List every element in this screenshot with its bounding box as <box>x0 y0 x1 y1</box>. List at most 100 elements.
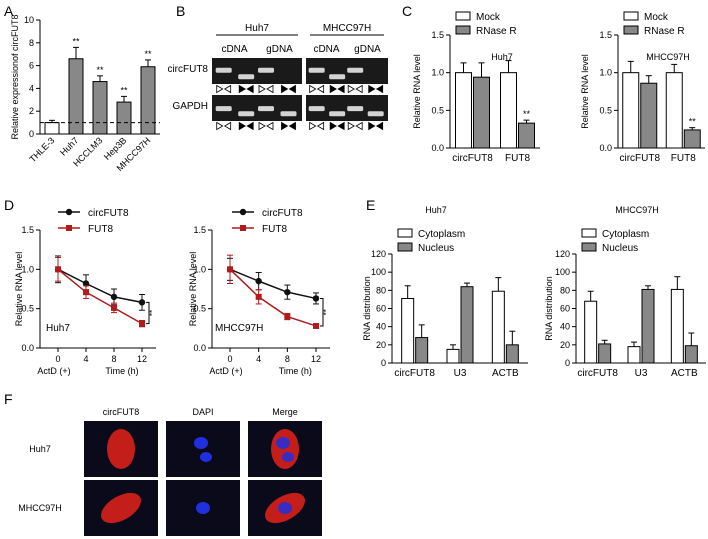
bar <box>460 286 474 364</box>
data-point <box>284 313 291 320</box>
data-point <box>138 299 146 306</box>
y-tick-label: 80 <box>560 285 570 295</box>
x-tick-label: 0 <box>227 354 232 364</box>
gel-panel: Huh7 cDNA gDNA MHCC97H cDNA gDNA circFUT8 GAPDH <box>167 23 388 131</box>
legend-marker <box>240 225 246 231</box>
chart-subtitle: MHCC97H <box>646 52 690 62</box>
y-tick-label: 120 <box>555 249 570 259</box>
y-tick-label: 0.0 <box>21 343 34 353</box>
micro-row-label: MHCC97H <box>18 503 62 513</box>
significance-marker: ** <box>144 49 152 59</box>
gel-band <box>347 106 364 112</box>
bar <box>455 72 472 149</box>
y-tick-label: 1.0 <box>193 264 206 274</box>
bar <box>116 101 132 135</box>
x-tick-label: 4 <box>256 354 261 364</box>
y-tick-label: 100 <box>371 267 386 277</box>
x-tick-label: ACTB <box>492 368 519 379</box>
gel-lane-label: cDNA <box>313 44 339 55</box>
gel-group-label: Huh7 <box>245 23 269 34</box>
x-axis-label: Time (h) <box>279 366 312 376</box>
chart-d-mhcc97h: 0.0 0.5 1.0 1.5 Relative RNA level 0 4 8 12 ActD … <box>188 208 331 376</box>
lane-marker <box>368 121 376 131</box>
x-tick-label: circFUT8 <box>394 368 435 379</box>
y-tick-label: 6 <box>29 61 34 71</box>
bar <box>446 348 460 364</box>
lane-marker <box>223 84 232 94</box>
y-tick-label: 20 <box>560 340 570 350</box>
gel-band <box>347 67 364 73</box>
bar <box>641 288 655 364</box>
x-tick-label: 12 <box>311 354 321 364</box>
nucleus-signal-blue <box>200 452 212 462</box>
y-tick-label: 0.0 <box>599 143 612 153</box>
gel-lane-label: gDNA <box>354 44 381 55</box>
lane-marker <box>375 84 384 94</box>
y-tick-label: 0.5 <box>193 304 206 314</box>
legend-label: FUT8 <box>262 224 287 235</box>
x-tick-label: circFUT8 <box>619 153 660 164</box>
panel-label-d: D <box>4 197 14 213</box>
chart-subtitle: Huh7 <box>491 52 513 62</box>
legend-label: Cytoplasm <box>602 229 649 240</box>
bar <box>505 344 519 364</box>
lane-marker <box>246 121 254 131</box>
bar <box>598 343 612 364</box>
y-tick-label: 0.0 <box>193 343 206 353</box>
legend-swatch <box>455 11 471 21</box>
lane-marker <box>337 121 345 131</box>
bar <box>627 346 641 364</box>
x-tick-label: 12 <box>137 354 147 364</box>
bar <box>584 300 598 364</box>
x-tick-label: FUT8 <box>505 153 530 164</box>
data-point <box>284 288 291 296</box>
microscopy-panel: circFUT8 DAPI Merge Huh7 MHCC97H <box>18 407 322 536</box>
y-tick-label: 0 <box>381 358 386 368</box>
x-tick-label: U3 <box>635 368 648 379</box>
gel-band <box>329 74 346 80</box>
x-tick-label: FUT8 <box>671 153 696 164</box>
chart-e-huh7: 0 20 40 60 80 100 120 RNA distribution circFUT8 U… <box>362 205 528 379</box>
lane-marker <box>316 84 325 94</box>
chart-d-huh7: 0.0 0.5 1.0 1.5 Relative RNA level 0 4 8 12 ActD … <box>14 208 157 376</box>
bar <box>670 288 684 364</box>
lane-marker <box>216 121 224 131</box>
legend-label: circFUT8 <box>88 208 129 219</box>
y-tick-label: 60 <box>376 304 386 314</box>
bar <box>665 72 683 149</box>
cell-signal-red <box>107 429 135 469</box>
y-axis-label: RNA distribution <box>544 276 554 341</box>
bar <box>640 82 658 149</box>
nucleus-signal-blue <box>278 502 292 514</box>
gel-band <box>238 74 255 80</box>
chart-c-huh7: 0.0 0.5 1.0 1.5 Relative RNA level circFUT8 **… <box>412 11 540 164</box>
bar <box>415 337 429 364</box>
x-tick-label: circFUT8 <box>577 368 618 379</box>
y-tick-label: 0 <box>29 129 34 139</box>
y-tick-label: 0 <box>565 358 570 368</box>
x-tick-label: 4 <box>83 354 88 364</box>
lane-marker <box>337 84 345 94</box>
y-tick-label: 1.0 <box>21 264 34 274</box>
data-point <box>83 289 89 296</box>
bar <box>44 122 60 135</box>
panel-label-e: E <box>366 197 375 213</box>
bar <box>518 122 535 149</box>
chart-subtitle: MHCC97H <box>615 205 659 215</box>
legend-label: Nucleus <box>418 243 454 254</box>
y-tick-label: 60 <box>560 304 570 314</box>
legend-swatch <box>581 242 597 252</box>
gel-band <box>308 106 325 112</box>
legend-label: RNase R <box>644 26 685 37</box>
micro-column-label: circFUT8 <box>103 407 140 417</box>
x-tick-label: THLE-3 <box>27 135 56 164</box>
x-tick-label: ACTB <box>671 368 698 379</box>
y-tick-label: 80 <box>376 285 386 295</box>
lane-marker <box>216 84 224 94</box>
lane-marker <box>316 121 325 131</box>
y-tick-label: 0.5 <box>21 304 34 314</box>
y-axis-label: Relative RNA level <box>412 54 422 129</box>
legend-label: RNase R <box>476 26 517 37</box>
lane-marker <box>266 121 274 131</box>
